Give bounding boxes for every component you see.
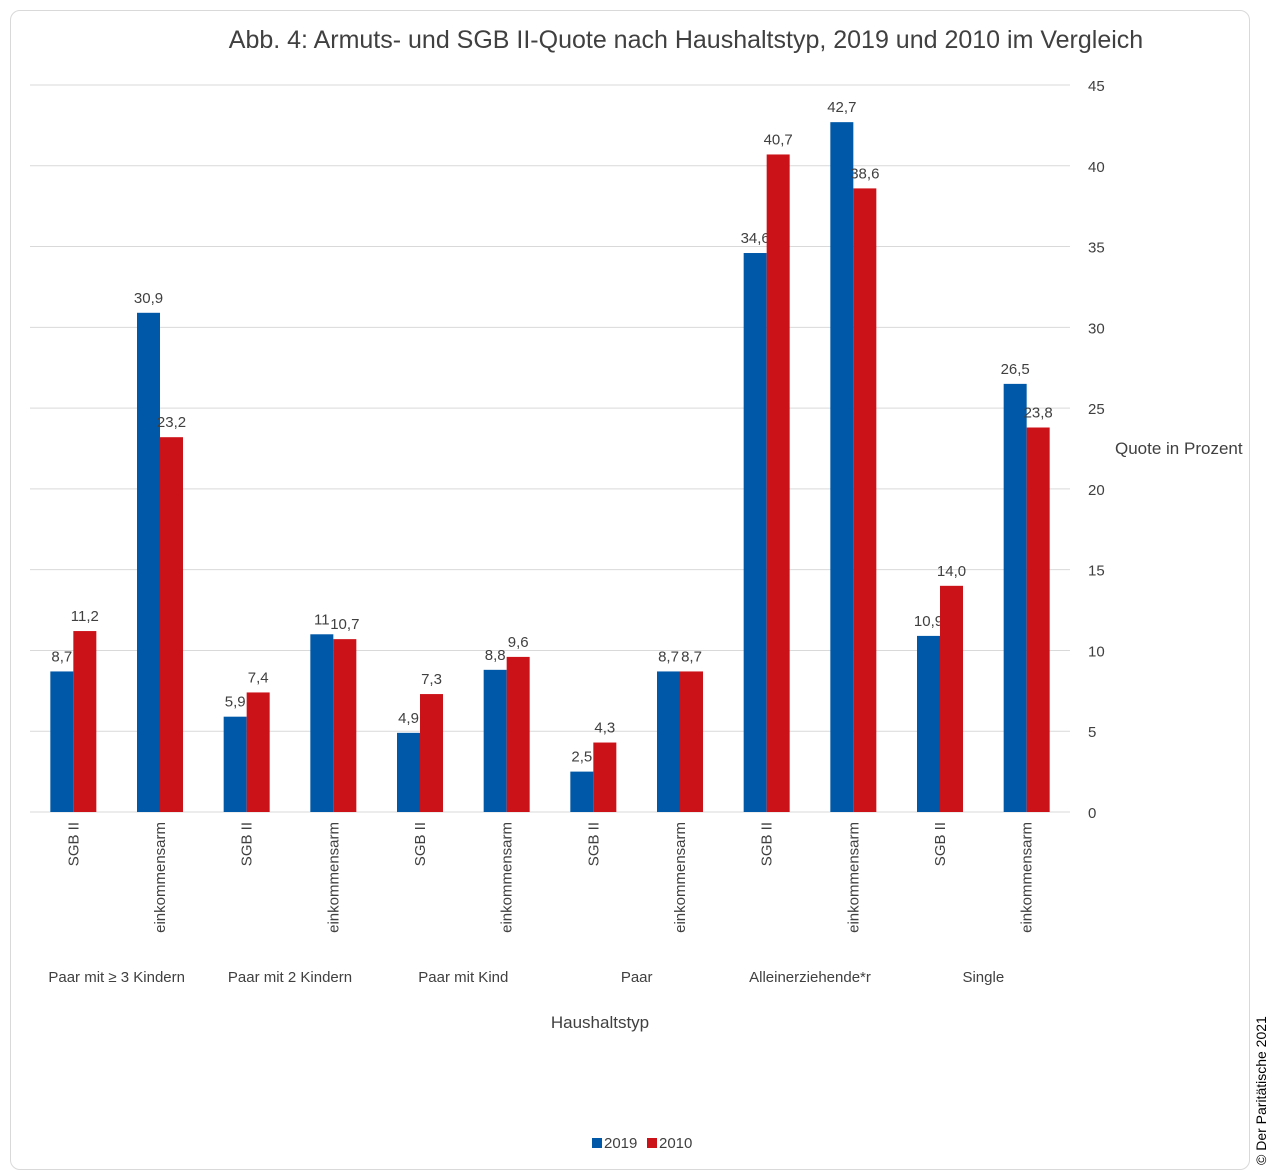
y-tick-label: 5 (1088, 724, 1096, 741)
bar-2019 (743, 253, 767, 813)
group-label: Paar (621, 969, 653, 986)
y-tick-label: 30 (1088, 320, 1105, 337)
legend-swatch-2010 (647, 1138, 657, 1148)
group-label: Single (962, 969, 1004, 986)
x-tick-label: einkommensarm (325, 822, 342, 933)
x-tick-label: einkommensarm (672, 822, 689, 933)
data-label: 11,2 (71, 608, 99, 625)
x-tick-label: SGB II (585, 822, 602, 866)
data-label: 10,9 (914, 613, 943, 630)
data-label: 26,5 (1001, 361, 1030, 378)
bar-2019 (830, 122, 854, 812)
y-tick-label: 10 (1088, 643, 1105, 660)
data-label: 8,7 (658, 648, 679, 665)
bar-2019 (483, 669, 507, 812)
bar-2010 (680, 671, 703, 812)
bar-2010 (73, 631, 97, 812)
group-label: Paar mit ≥ 3 Kindern (48, 969, 185, 986)
bar-2010 (420, 694, 443, 812)
x-tick-label: einkommensarm (499, 822, 516, 933)
data-label: 8,7 (51, 648, 72, 665)
x-tick-label: SGB II (65, 822, 82, 866)
y-tick-label: 0 (1088, 805, 1096, 822)
data-label: 9,6 (508, 634, 529, 651)
bar-2010 (506, 656, 530, 812)
data-label: 11 (314, 611, 330, 628)
data-label: 8,8 (485, 647, 506, 664)
data-label: 4,3 (594, 720, 615, 737)
x-tick-label: SGB II (239, 822, 256, 866)
bar-2010 (593, 742, 617, 812)
bar-2019 (223, 716, 247, 812)
bar-2019 (397, 732, 420, 812)
bar-2010 (333, 639, 357, 812)
x-tick-label: SGB II (932, 822, 949, 866)
data-label: 30,9 (134, 290, 163, 307)
y-tick-label: 45 (1088, 78, 1105, 95)
y-tick-label: 15 (1088, 563, 1105, 580)
legend-label: 2010 (659, 1135, 692, 1152)
bar-2010 (160, 437, 183, 812)
bar-2019 (137, 312, 160, 812)
data-label: 23,2 (157, 414, 186, 431)
bar-2010 (940, 585, 963, 812)
bar-2019 (310, 634, 334, 812)
copyright-note: © Der Paritätische 2021 (1253, 1016, 1269, 1165)
legend-label: 2019 (604, 1135, 637, 1152)
y-tick-label: 40 (1088, 159, 1105, 176)
data-label: 14,0 (937, 563, 966, 580)
data-label: 10,7 (330, 616, 359, 633)
bar-2010 (853, 188, 877, 812)
x-axis-title: Haushaltstyp (551, 1013, 649, 1032)
bar-2019 (50, 671, 74, 812)
data-label: 8,7 (681, 648, 702, 665)
data-label: 23,8 (1024, 404, 1053, 421)
y-tick-label: 20 (1088, 482, 1105, 499)
data-label: 40,7 (764, 131, 793, 148)
data-label: 7,3 (421, 671, 442, 688)
bar-2019 (1003, 383, 1027, 812)
bar-2010 (766, 154, 790, 813)
x-tick-label: einkommensarm (1019, 822, 1036, 933)
group-label: Alleinerziehende*r (749, 969, 871, 986)
group-label: Paar mit Kind (418, 969, 508, 986)
y-tick-label: 25 (1088, 401, 1105, 418)
data-label: 34,6 (741, 230, 770, 247)
y-axis-title: Quote in Prozent (1115, 439, 1243, 458)
x-tick-label: SGB II (412, 822, 429, 866)
data-label: 42,7 (827, 99, 856, 116)
bar-2010 (1026, 427, 1050, 812)
x-tick-label: einkommensarm (152, 822, 169, 933)
bar-2019 (657, 671, 680, 812)
data-label: 7,4 (248, 669, 269, 686)
x-tick-label: einkommensarm (845, 822, 862, 933)
bar-2010 (246, 692, 270, 812)
chart-title: Abb. 4: Armuts- und SGB II-Quote nach Ha… (228, 26, 1144, 54)
legend-swatch-2019 (592, 1138, 602, 1148)
data-label: 38,6 (850, 165, 879, 182)
bar-2019 (570, 771, 594, 812)
data-label: 4,9 (398, 710, 419, 727)
y-tick-label: 35 (1088, 240, 1105, 257)
group-label: Paar mit 2 Kindern (228, 969, 352, 986)
data-label: 5,9 (225, 694, 246, 711)
data-label: 2,5 (571, 749, 592, 766)
x-tick-label: SGB II (759, 822, 776, 866)
bar-2019 (917, 635, 940, 812)
